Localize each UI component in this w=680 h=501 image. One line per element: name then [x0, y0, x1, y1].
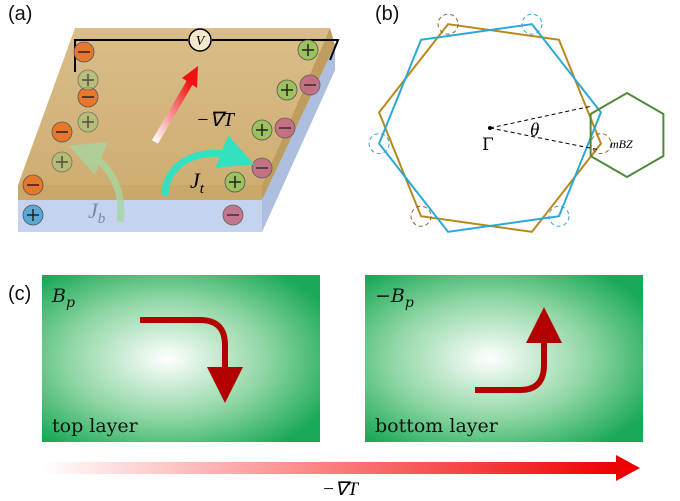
charge — [298, 40, 318, 60]
panel-a: V −∇T Jb Jt (a) — [8, 3, 338, 232]
charge — [252, 120, 272, 140]
charge — [52, 152, 72, 172]
charge — [277, 80, 297, 100]
mbz-label: mBZ — [610, 137, 633, 151]
gradient-label: −∇T — [196, 109, 236, 131]
panel-c: (c) Bp −Bp top layer bottom layer −∇T — [8, 275, 643, 500]
arrow-head — [616, 455, 640, 481]
mini-brillouin-zone — [591, 93, 664, 177]
charge — [74, 42, 94, 62]
angle-label: θ — [530, 120, 539, 141]
charge — [300, 75, 320, 95]
charge — [225, 172, 245, 192]
dashed-line — [490, 128, 600, 150]
gradient-bar — [40, 462, 618, 474]
figure: V −∇T Jb Jt (a) (b) Γ θ mBZ (c) Bp −Bp t… — [0, 0, 680, 501]
charge — [252, 158, 272, 178]
panel-label: (c) — [8, 283, 31, 305]
voltmeter-label: V — [196, 34, 206, 49]
charge — [23, 205, 43, 225]
caption: top layer — [52, 415, 139, 437]
panel-b: (b) Γ θ mBZ — [369, 3, 663, 232]
top-layer-front — [18, 185, 262, 200]
charge — [275, 118, 295, 138]
charge — [78, 112, 98, 132]
charge — [223, 205, 243, 225]
charge — [52, 122, 72, 142]
panel-label: (a) — [8, 3, 32, 25]
charge — [78, 70, 98, 90]
charge — [23, 175, 43, 195]
caption: bottom layer — [375, 415, 499, 437]
gradient-label: −∇T — [322, 479, 360, 500]
gamma-point — [488, 126, 492, 130]
gamma-label: Γ — [482, 135, 494, 155]
panel-label: (b) — [375, 3, 399, 25]
dashed-line — [490, 106, 592, 128]
